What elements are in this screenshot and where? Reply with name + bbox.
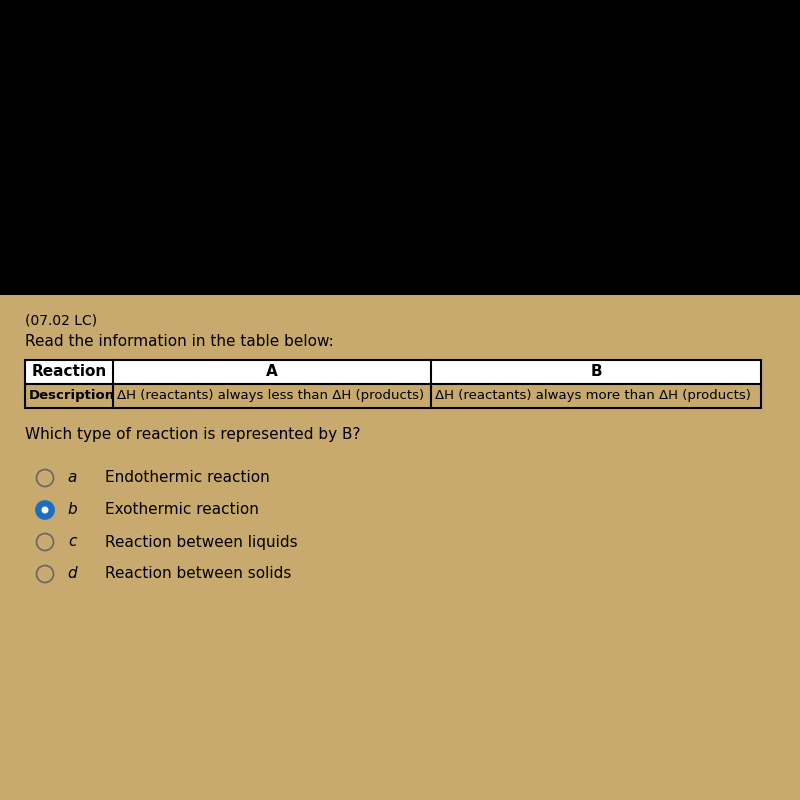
Text: Reaction between solids: Reaction between solids xyxy=(105,566,291,582)
Bar xyxy=(25,360,761,384)
Text: B: B xyxy=(590,365,602,379)
Text: ΔH (reactants) always less than ΔH (products): ΔH (reactants) always less than ΔH (prod… xyxy=(117,390,424,402)
Circle shape xyxy=(37,566,54,582)
Text: Endothermic reaction: Endothermic reaction xyxy=(105,470,270,486)
Bar xyxy=(25,360,761,408)
Text: ΔH (reactants) always more than ΔH (products): ΔH (reactants) always more than ΔH (prod… xyxy=(435,390,751,402)
Text: Reaction: Reaction xyxy=(31,365,106,379)
Bar xyxy=(0,295,800,800)
Text: Description: Description xyxy=(29,390,115,402)
Circle shape xyxy=(37,502,54,518)
Text: Reaction between liquids: Reaction between liquids xyxy=(105,534,298,550)
Text: d: d xyxy=(67,566,77,582)
Circle shape xyxy=(42,506,49,514)
Text: A: A xyxy=(266,365,278,379)
Circle shape xyxy=(37,534,54,550)
Text: a: a xyxy=(67,470,77,486)
Circle shape xyxy=(37,470,54,486)
Text: Read the information in the table below:: Read the information in the table below: xyxy=(25,334,334,350)
Text: b: b xyxy=(67,502,77,518)
Bar xyxy=(0,0,800,295)
Text: (07.02 LC): (07.02 LC) xyxy=(25,313,97,327)
Text: Exothermic reaction: Exothermic reaction xyxy=(105,502,259,518)
Text: Which type of reaction is represented by B?: Which type of reaction is represented by… xyxy=(25,427,361,442)
Text: c: c xyxy=(68,534,76,550)
